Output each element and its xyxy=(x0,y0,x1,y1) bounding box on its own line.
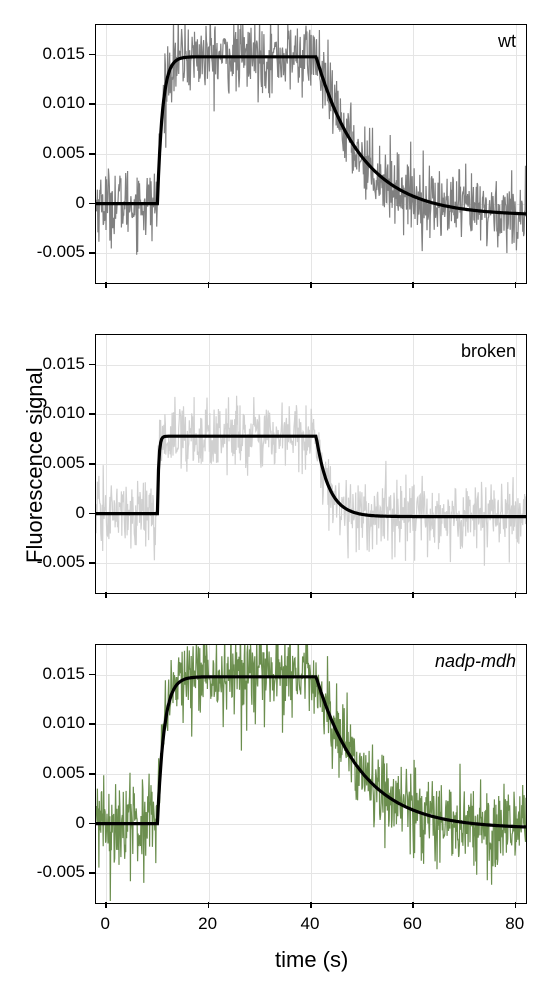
y-tick-label: 0 xyxy=(25,193,85,213)
y-tick-label: 0.015 xyxy=(25,664,85,684)
y-tick-mark xyxy=(89,872,95,874)
x-tick-mark xyxy=(208,592,210,598)
x-tick-mark xyxy=(105,902,107,908)
x-tick-mark xyxy=(310,592,312,598)
x-tick-mark xyxy=(412,282,414,288)
y-tick-mark xyxy=(89,773,95,775)
chart-panel-nadp-mdh: nadp-mdh xyxy=(95,644,527,904)
panel-label: wt xyxy=(498,31,516,52)
y-tick-label: 0.005 xyxy=(25,143,85,163)
x-tick-label: 80 xyxy=(495,914,535,934)
y-tick-mark xyxy=(89,364,95,366)
panel-label: nadp-mdh xyxy=(435,651,516,672)
y-tick-mark xyxy=(89,203,95,205)
chart-panel-broken: broken xyxy=(95,334,527,594)
x-tick-mark xyxy=(515,902,517,908)
y-tick-mark xyxy=(89,723,95,725)
y-tick-mark xyxy=(89,513,95,515)
y-tick-mark xyxy=(89,413,95,415)
y-tick-mark xyxy=(89,674,95,676)
y-tick-label: 0 xyxy=(25,503,85,523)
y-tick-label: 0 xyxy=(25,813,85,833)
y-tick-label: 0.010 xyxy=(25,713,85,733)
y-tick-mark xyxy=(89,562,95,564)
fit-curve xyxy=(96,436,526,516)
chart-svg xyxy=(96,645,526,903)
x-tick-mark xyxy=(412,902,414,908)
y-tick-mark xyxy=(89,54,95,56)
x-tick-mark xyxy=(105,592,107,598)
x-tick-mark xyxy=(310,902,312,908)
x-tick-mark xyxy=(515,282,517,288)
x-tick-mark xyxy=(412,592,414,598)
fit-curve xyxy=(96,677,526,827)
x-tick-mark xyxy=(208,902,210,908)
x-tick-label: 60 xyxy=(392,914,432,934)
y-tick-label: 0.015 xyxy=(25,44,85,64)
y-tick-label: 0.010 xyxy=(25,403,85,423)
chart-panel-wt: wt xyxy=(95,24,527,284)
x-tick-label: 0 xyxy=(85,914,125,934)
x-tick-mark xyxy=(105,282,107,288)
y-tick-label: 0.015 xyxy=(25,354,85,374)
x-tick-label: 40 xyxy=(290,914,330,934)
x-tick-mark xyxy=(208,282,210,288)
y-tick-mark xyxy=(89,252,95,254)
chart-svg xyxy=(96,25,526,283)
y-tick-label: -0.005 xyxy=(25,862,85,882)
y-tick-label: 0.005 xyxy=(25,763,85,783)
y-tick-label: 0.005 xyxy=(25,453,85,473)
data-trace xyxy=(96,396,526,566)
y-tick-mark xyxy=(89,153,95,155)
chart-svg xyxy=(96,335,526,593)
y-tick-label: 0.010 xyxy=(25,93,85,113)
x-tick-label: 20 xyxy=(188,914,228,934)
x-axis-label: time (s) xyxy=(275,947,348,973)
y-tick-mark xyxy=(89,463,95,465)
y-tick-label: -0.005 xyxy=(25,552,85,572)
figure-container: Fluorescence signaltime (s)wt-0.00500.00… xyxy=(0,0,554,986)
panel-label: broken xyxy=(461,341,516,362)
y-tick-mark xyxy=(89,103,95,105)
x-tick-mark xyxy=(310,282,312,288)
y-tick-label: -0.005 xyxy=(25,242,85,262)
y-tick-mark xyxy=(89,823,95,825)
x-tick-mark xyxy=(515,592,517,598)
